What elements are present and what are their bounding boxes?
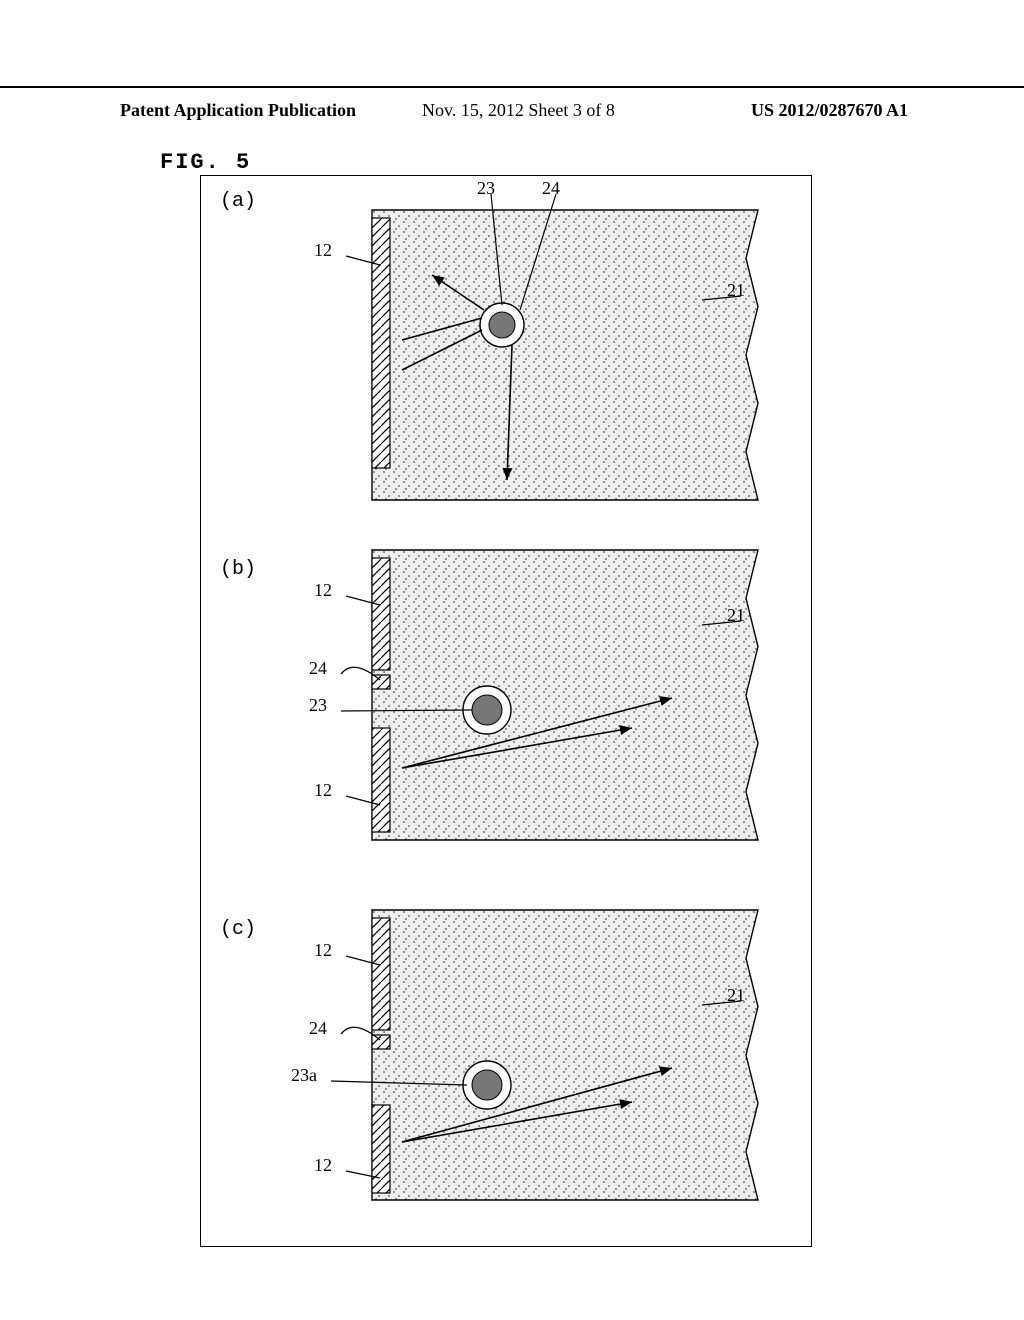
svg-text:23: 23 <box>309 695 327 715</box>
svg-text:12: 12 <box>314 1155 332 1175</box>
svg-text:24: 24 <box>309 658 327 678</box>
svg-text:12: 12 <box>314 240 332 260</box>
svg-text:24: 24 <box>309 1018 327 1038</box>
svg-text:23: 23 <box>477 178 495 198</box>
svg-text:12: 12 <box>314 940 332 960</box>
panel-b: 12 21 24 23 12 <box>309 550 758 840</box>
svg-text:21: 21 <box>727 605 745 625</box>
panel-c: 12 21 24 23a 12 <box>291 910 758 1200</box>
svg-text:12: 12 <box>314 580 332 600</box>
svg-text:21: 21 <box>727 985 745 1005</box>
svg-text:24: 24 <box>542 178 560 198</box>
svg-text:21: 21 <box>727 280 745 300</box>
page: Patent Application Publication Nov. 15, … <box>0 0 1024 1320</box>
svg-text:23a: 23a <box>291 1065 317 1085</box>
svg-text:12: 12 <box>314 780 332 800</box>
panel-a: 23 24 12 21 <box>314 178 758 500</box>
figure-drawing: 23 24 12 21 12 21 24 23 12 12 21 24 23a 12 <box>0 0 1024 1320</box>
